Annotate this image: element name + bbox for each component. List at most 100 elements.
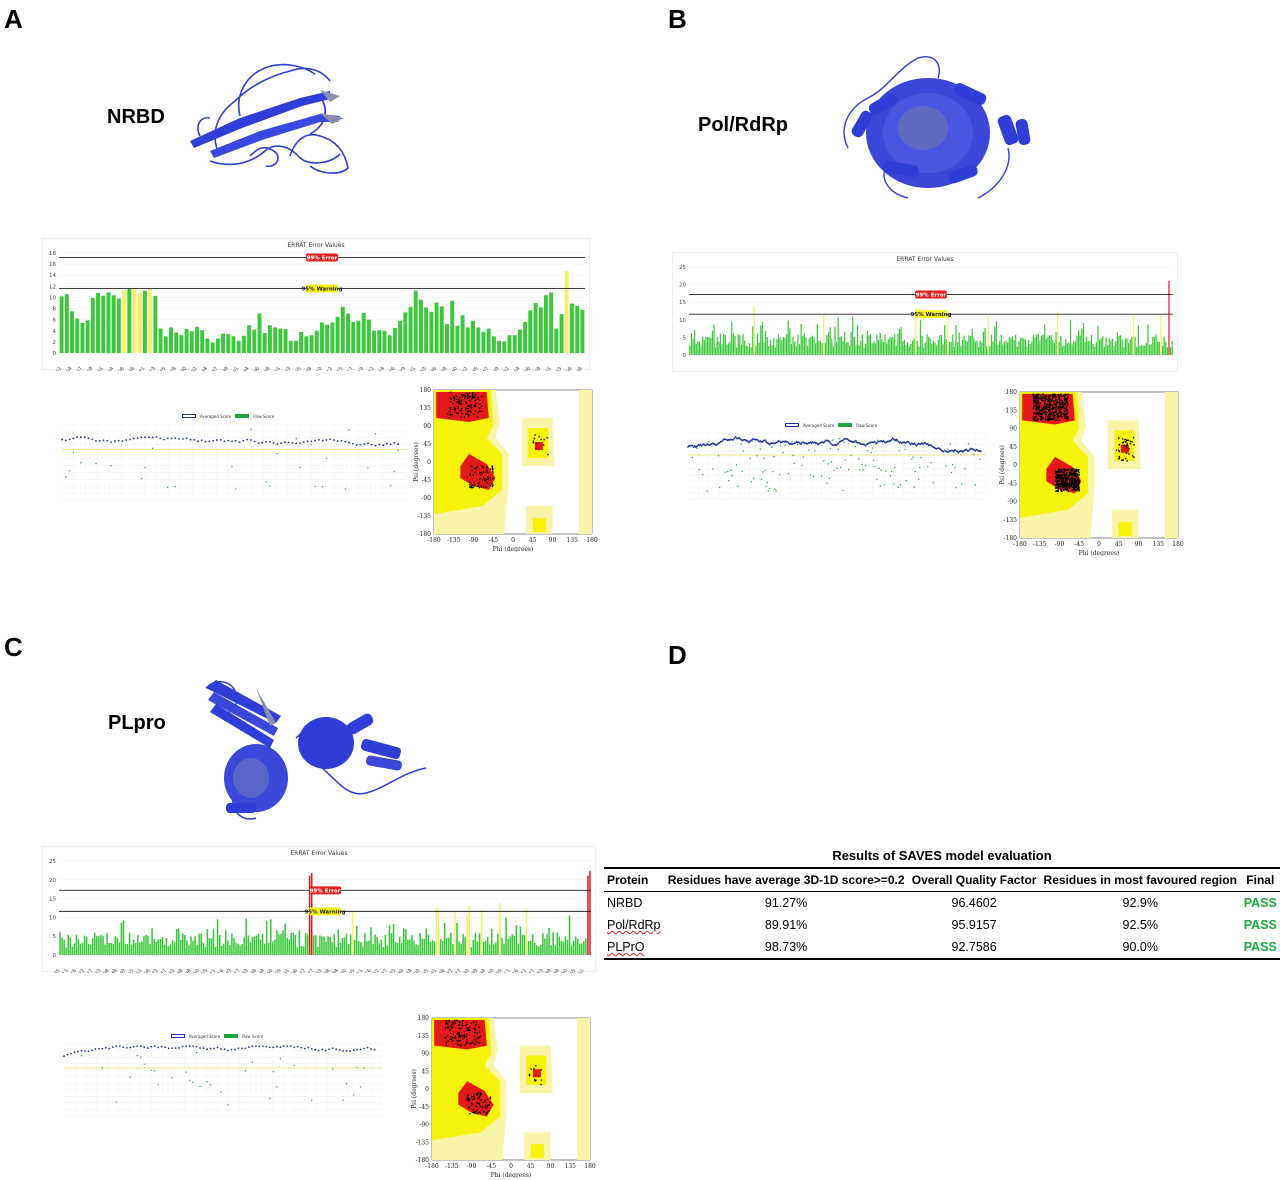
errat-bar: [842, 341, 844, 355]
errat-bar: [171, 939, 174, 955]
residue-point: [1067, 395, 1069, 398]
errat-bar: [61, 937, 63, 955]
residue-point: [457, 412, 460, 415]
residue-point: [1059, 402, 1062, 405]
rama-x-label: Phi (degrees): [493, 546, 534, 552]
residue-point: [1071, 480, 1074, 482]
residue-point: [465, 1024, 467, 1027]
errat-bar: [990, 334, 993, 355]
residue-point: [456, 1033, 459, 1035]
errat-x-tick: 147: [480, 366, 490, 371]
errat-bar: [448, 937, 450, 955]
residue-point: [1065, 474, 1067, 477]
errat-bar: [542, 933, 544, 955]
averaged-score-point: [314, 439, 317, 442]
averaged-score-point: [195, 1045, 198, 1048]
residue-point: [477, 412, 479, 414]
averaged-score-point: [721, 440, 723, 443]
residue-point: [471, 484, 474, 487]
errat-bar: [792, 336, 794, 355]
residue-point: [1131, 441, 1133, 443]
errat-bar: [726, 344, 728, 355]
errat-bar: [257, 313, 262, 353]
raw-score-point: [919, 466, 921, 469]
residue-point: [474, 405, 476, 408]
residue-point: [1051, 398, 1054, 401]
residue-point: [1041, 413, 1043, 416]
errat-bar: [320, 322, 324, 353]
residue-point: [533, 1068, 535, 1070]
cell-protein: PLPrO: [604, 936, 664, 959]
errat-bar: [288, 939, 290, 955]
residue-point: [1122, 459, 1125, 461]
errat-bar: [538, 946, 540, 955]
errat-bar: [955, 325, 957, 355]
errat-bar: [952, 334, 954, 355]
averaged-score-point: [336, 440, 339, 442]
residue-point: [1123, 444, 1125, 447]
residue-point: [1051, 397, 1054, 399]
errat-bar: [283, 329, 288, 353]
errat-bar: [126, 944, 129, 955]
errat-bar: [575, 305, 580, 353]
residue-point: [466, 1027, 469, 1029]
cell-final: PASS: [1243, 918, 1277, 932]
errat-bar: [450, 932, 452, 955]
residue-point: [537, 1075, 540, 1077]
errat-x-tick: 961: [428, 968, 438, 973]
errat-bar: [929, 338, 931, 355]
residue-point: [1070, 482, 1073, 484]
residue-point: [473, 1112, 475, 1114]
residue-point: [1075, 489, 1078, 491]
cell-final: PASS: [1243, 940, 1277, 954]
errat-bar: [740, 344, 743, 355]
averaged-score-point: [295, 442, 298, 445]
residue-point: [461, 1022, 464, 1025]
residue-point: [1050, 418, 1052, 421]
averaged-score-point: [84, 1050, 86, 1052]
errat-x-tick: 145: [470, 366, 480, 371]
errat-bar: [1160, 313, 1162, 355]
errat-bar: [905, 345, 907, 355]
residue-point: [465, 1023, 468, 1026]
residue-point: [1078, 490, 1080, 492]
averaged-score-point: [915, 444, 918, 447]
errat-bar: [327, 936, 329, 955]
rama-y-tick: -45: [419, 1104, 429, 1111]
errat-bar: [261, 933, 264, 955]
errat-x-tick: 122: [366, 366, 376, 371]
errat-bar: [931, 343, 933, 355]
errat-bar: [221, 333, 226, 353]
errat-x-tick: 163: [553, 366, 563, 371]
residue-point: [1065, 483, 1067, 486]
residue-point: [1058, 405, 1061, 407]
errat-bar: [421, 938, 423, 955]
errat-bar: [1058, 341, 1060, 355]
residue-point: [468, 405, 470, 407]
residue-point: [454, 407, 457, 410]
residue-point: [1034, 397, 1036, 399]
errat-bar: [398, 936, 401, 955]
residue-point: [1036, 408, 1039, 411]
residue-point: [489, 479, 492, 481]
rama-x-tick: 90: [1135, 541, 1143, 548]
rama-y-tick: -135: [418, 513, 432, 520]
averaged-score-point: [178, 437, 181, 440]
residue-point: [1075, 470, 1078, 473]
raw-score-point: [244, 1070, 247, 1072]
errat-bar: [1152, 336, 1154, 355]
residue-point: [1133, 456, 1135, 458]
residue-point: [481, 395, 483, 398]
averaged-score-point: [160, 1045, 163, 1048]
residue-point: [450, 1038, 453, 1041]
residue-point: [1033, 404, 1035, 406]
errat-bar: [251, 936, 254, 955]
errat-bar: [361, 313, 366, 353]
residue-point: [1041, 409, 1043, 411]
raw-score-point: [843, 441, 845, 443]
residue-point: [1057, 412, 1060, 414]
errat-bar: [570, 303, 574, 353]
errat-bar: [797, 334, 799, 355]
rama-y-label: Psi (degrees): [999, 445, 1006, 485]
errat-bar: [803, 333, 805, 355]
